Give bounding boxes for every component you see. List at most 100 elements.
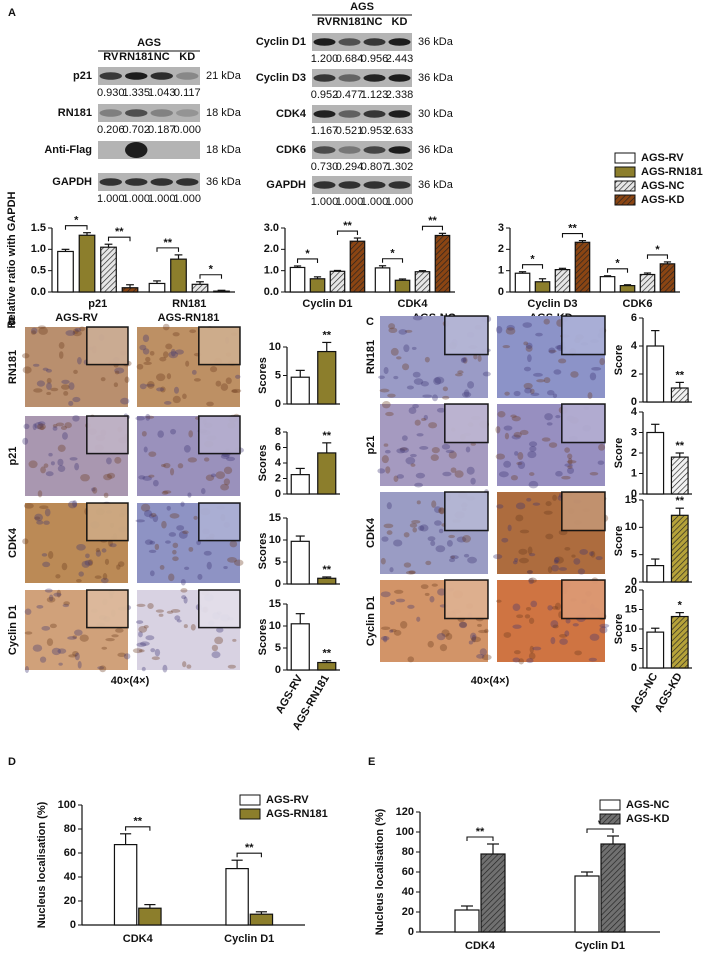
- y-tick-label: 40: [402, 886, 414, 898]
- ihc-cell: [448, 534, 455, 539]
- ihc-cell: [399, 447, 408, 451]
- ihc-cell: [514, 451, 519, 456]
- ihc-cell: [431, 500, 437, 508]
- ihc-cell: [168, 351, 179, 359]
- ihc-cell: [558, 567, 567, 571]
- band-ratio: 0.730: [311, 161, 339, 173]
- blot-strip: [98, 104, 200, 122]
- ihc-cell: [37, 421, 46, 426]
- bar: [599, 276, 616, 293]
- ihc-cell: [552, 494, 557, 501]
- blot-band: [388, 146, 411, 154]
- ihc-cell: [53, 592, 62, 597]
- ihc-cell: [589, 551, 594, 557]
- ihc-cell: [422, 394, 433, 398]
- x-tick-label: Cyclin D1: [224, 933, 274, 945]
- ihc-cell: [467, 556, 477, 564]
- ihc-cell: [532, 502, 541, 506]
- legend-swatch: [239, 808, 261, 820]
- ihc-cell: [512, 560, 518, 565]
- ihc-cell: [183, 624, 188, 629]
- ihc-inset-shade: [199, 504, 239, 540]
- ihc-cell: [415, 472, 426, 479]
- ihc-cell: [176, 525, 185, 531]
- ihc-cell: [570, 371, 579, 378]
- ihc-cell: [591, 366, 602, 371]
- ihc-cell: [390, 347, 399, 356]
- bar: [659, 263, 676, 293]
- ihc-cell: [135, 519, 145, 523]
- ihc-cell: [493, 554, 503, 560]
- ihc-cell: [412, 371, 421, 378]
- ihc-cell: [117, 561, 125, 567]
- ihc-cell: [169, 467, 175, 476]
- ihc-inset-shade: [562, 317, 604, 354]
- significance-mark: **: [322, 648, 331, 660]
- ihc-cell: [231, 389, 238, 393]
- y-tick-label: 100: [58, 799, 76, 811]
- ihc-cell: [197, 573, 203, 580]
- ihc-cell: [398, 329, 408, 335]
- ihc-cell: [546, 422, 553, 426]
- ihc-cell: [519, 529, 530, 534]
- y-tick-label: 1: [498, 265, 504, 277]
- significance-bracket: [156, 247, 180, 252]
- ihc-cell: [567, 467, 575, 474]
- ihc-cell: [450, 555, 456, 559]
- ihc-inset-shade: [562, 581, 604, 618]
- ihc-cell: [63, 391, 69, 396]
- x-tick-label: Cyclin D1: [302, 298, 352, 310]
- ihc-cell: [166, 505, 171, 511]
- protein-label: Anti-Flag: [44, 144, 92, 156]
- y-tick-label: 0: [631, 488, 637, 500]
- ihc-cell: [149, 570, 155, 577]
- ihc-cell: [165, 540, 171, 544]
- ihc-cell: [38, 327, 48, 335]
- ihc-cell: [431, 583, 438, 587]
- ihc-inset-shade: [87, 504, 127, 540]
- ihc-cell: [526, 658, 534, 664]
- ihc-cell: [44, 588, 53, 593]
- ihc-cell: [449, 558, 456, 563]
- ihc-cell: [405, 570, 416, 575]
- ihc-cell: [145, 356, 151, 362]
- ihc-cell: [111, 634, 119, 638]
- ihc-cell: [414, 419, 421, 426]
- ihc-cell: [525, 606, 532, 611]
- ihc-cell: [138, 631, 143, 638]
- ihc-cell: [408, 407, 417, 415]
- ihc-cell: [39, 425, 45, 431]
- ihc-cell: [52, 426, 58, 431]
- ihc-cell: [380, 636, 390, 641]
- ihc-cell: [396, 474, 405, 479]
- ihc-cell: [503, 425, 513, 431]
- significance-mark: *: [305, 248, 310, 260]
- ihc-cell: [136, 603, 146, 608]
- ihc-cell: [525, 345, 533, 352]
- ihc-cell: [477, 354, 482, 362]
- blot-band: [338, 110, 361, 118]
- ihc-cell: [41, 553, 48, 557]
- ihc-cell: [106, 472, 116, 479]
- ihc-inset-shade: [87, 591, 127, 627]
- band-ratio: 2.338: [386, 89, 414, 101]
- ihc-cell: [589, 472, 599, 476]
- ihc-cell: [124, 376, 130, 383]
- ihc-cell: [527, 354, 532, 363]
- ihc-cell: [34, 422, 44, 430]
- ihc-cell: [145, 415, 155, 419]
- ihc-cell: [64, 422, 72, 429]
- ihc-cell: [497, 410, 506, 418]
- ihc-cell: [526, 570, 533, 575]
- ihc-cell: [442, 395, 450, 400]
- ihc-cell: [188, 430, 194, 438]
- ihc-inset-shade: [445, 405, 487, 442]
- ihc-cell: [572, 623, 579, 627]
- ihc-cell: [136, 642, 147, 647]
- ihc-cell: [220, 483, 230, 491]
- y-tick-label: 5: [631, 549, 637, 561]
- y-tick-label: 2.0: [264, 243, 279, 255]
- ihc-cell: [460, 357, 467, 364]
- ihc-cell: [95, 547, 101, 553]
- ihc-cell: [535, 332, 543, 337]
